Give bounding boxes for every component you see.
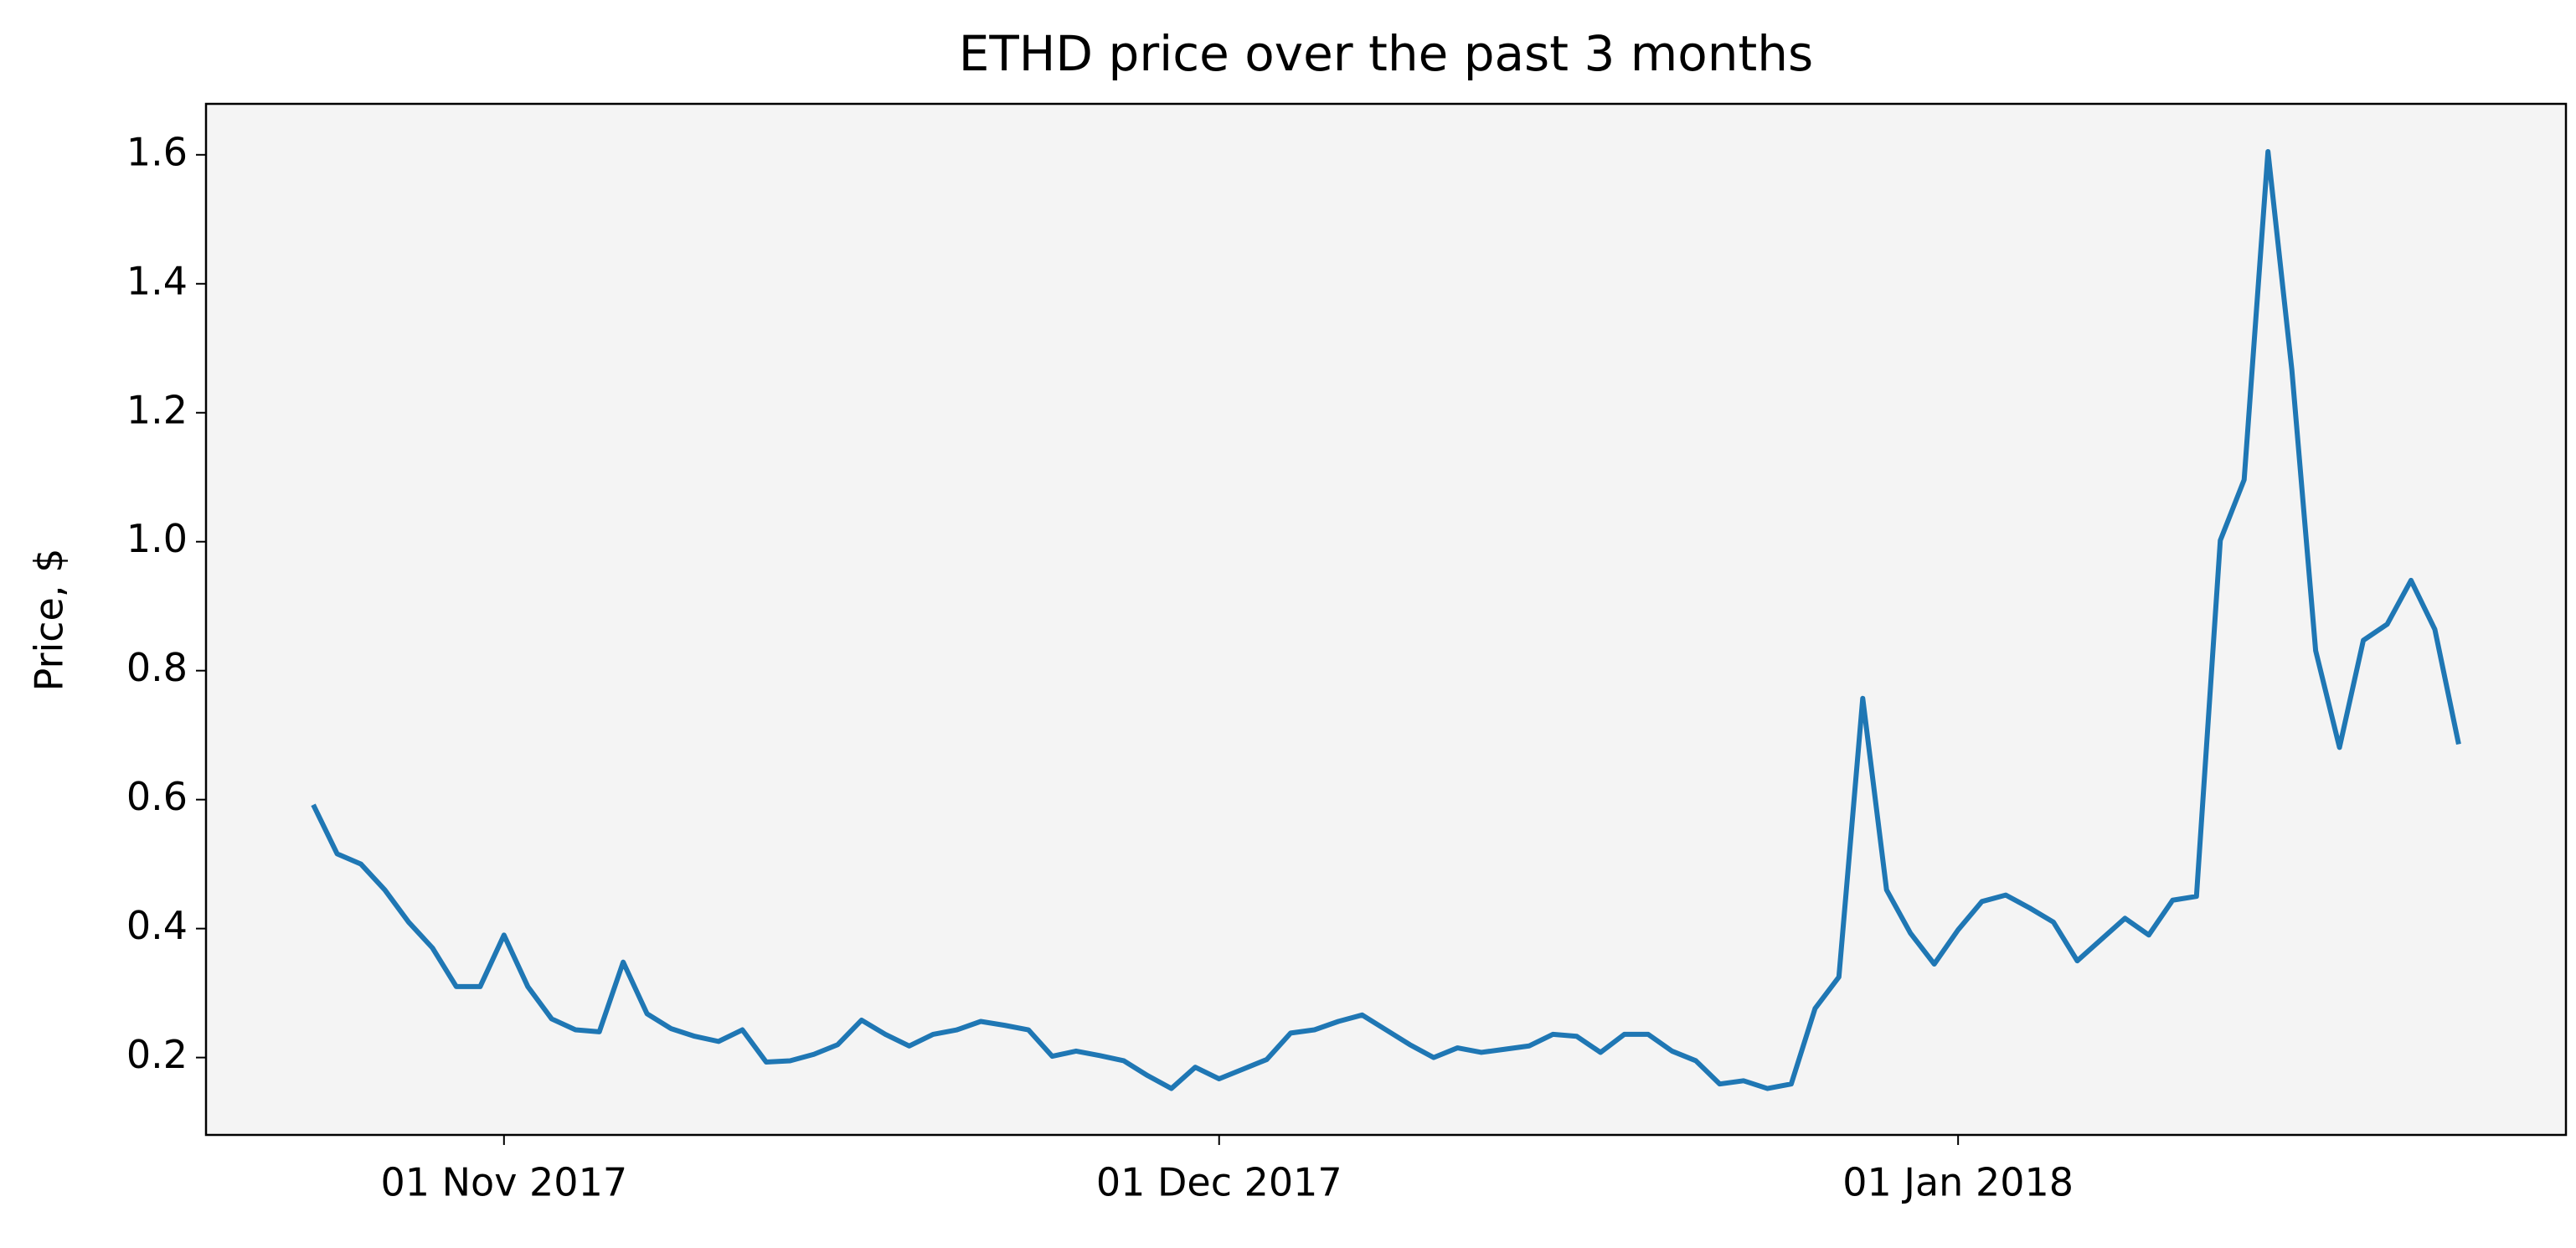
plot-frame — [204, 102, 2568, 1137]
y-tick-label: 1.6 — [126, 129, 188, 174]
y-tick-label: 0.6 — [126, 774, 188, 819]
x-tick-label: 01 Jan 2018 — [1842, 1160, 2074, 1205]
y-tick-label: 0.8 — [126, 645, 188, 690]
y-tick-label: 1.4 — [126, 258, 188, 303]
plot-area — [206, 104, 2566, 1135]
chart-title: ETHD price over the past 3 months — [959, 25, 1814, 82]
x-tick-label: 01 Nov 2017 — [380, 1160, 627, 1205]
x-tick-label: 01 Dec 2017 — [1096, 1160, 1342, 1205]
y-tick-label: 1.2 — [126, 387, 188, 432]
y-tick-label: 0.2 — [126, 1032, 188, 1077]
price-line — [311, 148, 2461, 1091]
y-tick-label: 1.0 — [126, 516, 188, 561]
y-axis-label: Price, $ — [27, 549, 72, 692]
y-tick-label: 0.4 — [126, 903, 188, 948]
